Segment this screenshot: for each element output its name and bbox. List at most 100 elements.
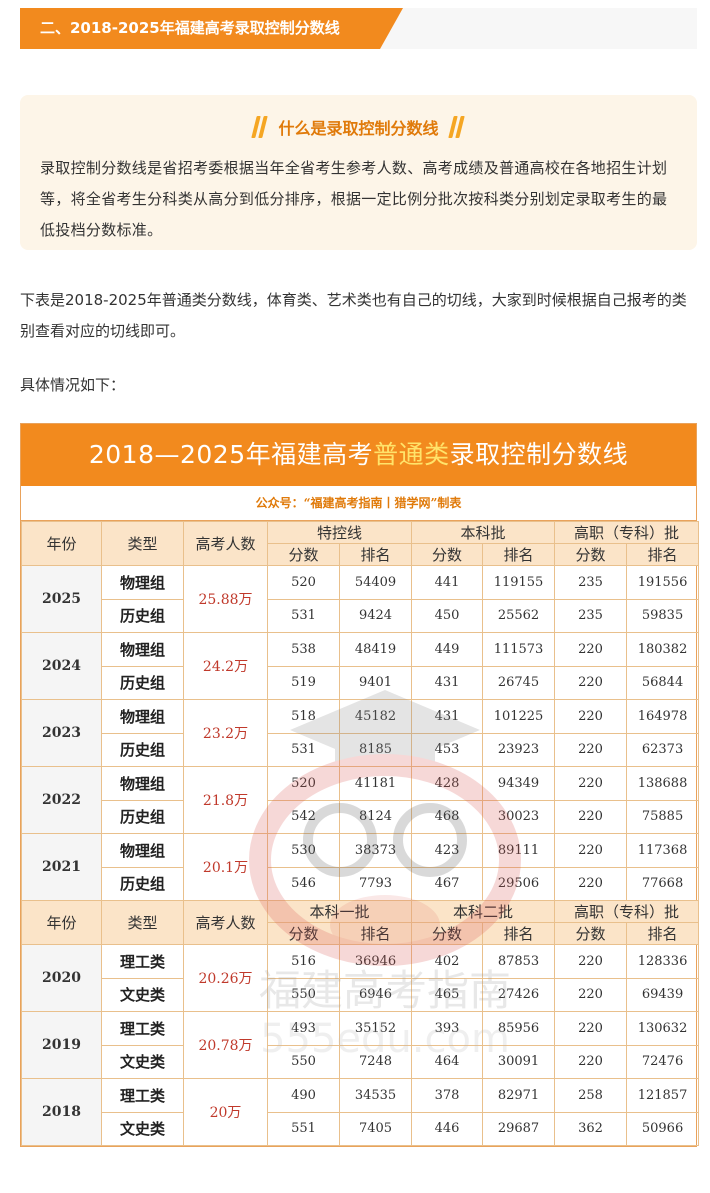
rank-cell: 59835 [626,598,700,633]
score-cell: 220 [554,632,628,667]
rank-cell: 27426 [482,977,556,1012]
definition-title: 什么是录取控制分数线 [251,115,465,139]
table-row: 2018 理工类 20万 490 34535 378 82971 258 121857 [21,1078,700,1146]
rank-cell: 94349 [482,766,556,801]
header-score: 分数 [267,922,340,945]
header-score: 分数 [267,543,340,566]
year-cell: 2022 [21,766,102,834]
rank-cell: 7405 [338,1111,413,1146]
score-cell: 467 [411,866,484,901]
score-cell: 453 [411,732,484,767]
score-cell: 531 [267,732,340,767]
rank-cell: 45182 [338,699,413,734]
rank-cell: 72476 [626,1044,700,1079]
count-cell: 20.1万 [183,833,268,901]
table-row: 文史类 550 7248 464 30091 220 72476 [22,1044,700,1079]
table-row: 2021 物理组 20.1万 530 38373 423 89111 220 117368 [21,833,700,901]
score-cell: 220 [554,944,628,979]
header-score: 分数 [554,543,628,566]
rank-cell: 62373 [626,732,700,767]
rank-cell: 7248 [338,1044,413,1079]
table-row: 2025 物理组 25.88万 520 54409 441 119155 235 191556 [21,565,700,633]
header-count: 高考人数 [183,900,268,945]
rank-cell: 41181 [338,766,413,801]
year-cell: 2021 [21,833,102,901]
score-cell: 551 [267,1111,340,1146]
type-cell: 历史组 [101,598,184,633]
score-cell: 450 [411,598,484,633]
score-cell: 550 [267,1044,340,1079]
rank-cell: 180382 [626,632,700,667]
rank-cell: 82971 [482,1078,556,1113]
score-cell: 235 [554,598,628,633]
type-cell: 历史组 [101,866,184,901]
table-title-suffix: 录取控制分数线 [449,440,629,469]
header-group: 高职（专科）批 [554,521,700,544]
type-cell: 物理组 [101,632,184,667]
score-cell: 423 [411,833,484,868]
table-row: 历史组 546 7793 467 29506 220 77668 [22,866,700,901]
table-row: 文史类 551 7405 446 29687 362 50966 [22,1111,700,1146]
score-cell: 220 [554,1044,628,1079]
rank-cell: 36946 [338,944,413,979]
score-cell: 378 [411,1078,484,1113]
score-cell: 220 [554,866,628,901]
score-cell: 493 [267,1011,340,1046]
rank-cell: 35152 [338,1011,413,1046]
rank-cell: 30023 [482,799,556,834]
type-cell: 文史类 [101,977,184,1012]
score-cell: 441 [411,565,484,600]
score-cell: 393 [411,1011,484,1046]
rank-cell: 48419 [338,632,413,667]
header-year: 年份 [21,900,102,945]
score-cell: 220 [554,833,628,868]
score-cell: 220 [554,1011,628,1046]
double-slash-icon [447,116,465,138]
table-row: 历史组 531 8185 453 23923 220 62373 [22,732,700,767]
rank-cell: 138688 [626,766,700,801]
type-cell: 历史组 [101,732,184,767]
table-subheader-row: 分数 排名 分数 排名 分数 排名 [22,543,700,566]
rank-cell: 87853 [482,944,556,979]
score-cell: 468 [411,799,484,834]
header-score: 分数 [411,543,484,566]
score-cell: 490 [267,1078,340,1113]
rank-cell: 101225 [482,699,556,734]
table-title-prefix: 2018—2025年福建高考 [88,440,374,469]
header-group: 本科一批 [266,900,413,923]
score-cell: 520 [267,766,340,801]
table-row: 历史组 531 9424 450 25562 235 59835 [22,598,700,633]
section-heading-bar: 二、2018-2025年福建高考录取控制分数线 [20,8,697,49]
score-cell: 520 [267,565,340,600]
double-slash-icon [251,116,269,138]
score-cell: 220 [554,977,628,1012]
type-cell: 历史组 [101,665,184,700]
rank-cell: 25562 [482,598,556,633]
header-rank: 排名 [626,922,700,945]
count-cell: 25.88万 [183,565,268,633]
rank-cell: 8124 [338,799,413,834]
header-year: 年份 [21,521,102,566]
year-cell: 2018 [21,1078,102,1146]
score-cell: 431 [411,665,484,700]
score-cell: 220 [554,732,628,767]
table-row: 2022 物理组 21.8万 520 41181 428 94349 220 138688 [21,766,700,834]
table-row: 2024 物理组 24.2万 538 48419 449 111573 220 180382 [21,632,700,700]
type-cell: 物理组 [101,833,184,868]
rank-cell: 26745 [482,665,556,700]
header-group: 高职（专科）批 [554,900,700,923]
rank-cell: 50966 [626,1111,700,1146]
count-cell: 23.2万 [183,699,268,767]
table-row: 2023 物理组 23.2万 518 45182 431 101225 220 164978 [21,699,700,767]
score-cell: 516 [267,944,340,979]
year-cell: 2025 [21,565,102,633]
rank-cell: 128336 [626,944,700,979]
score-cell: 220 [554,699,628,734]
rank-cell: 9401 [338,665,413,700]
score-cell: 446 [411,1111,484,1146]
table-row: 文史类 550 6946 465 27426 220 69439 [22,977,700,1012]
count-cell: 20万 [183,1078,268,1146]
year-cell: 2019 [21,1011,102,1079]
type-cell: 物理组 [101,699,184,734]
rank-cell: 164978 [626,699,700,734]
